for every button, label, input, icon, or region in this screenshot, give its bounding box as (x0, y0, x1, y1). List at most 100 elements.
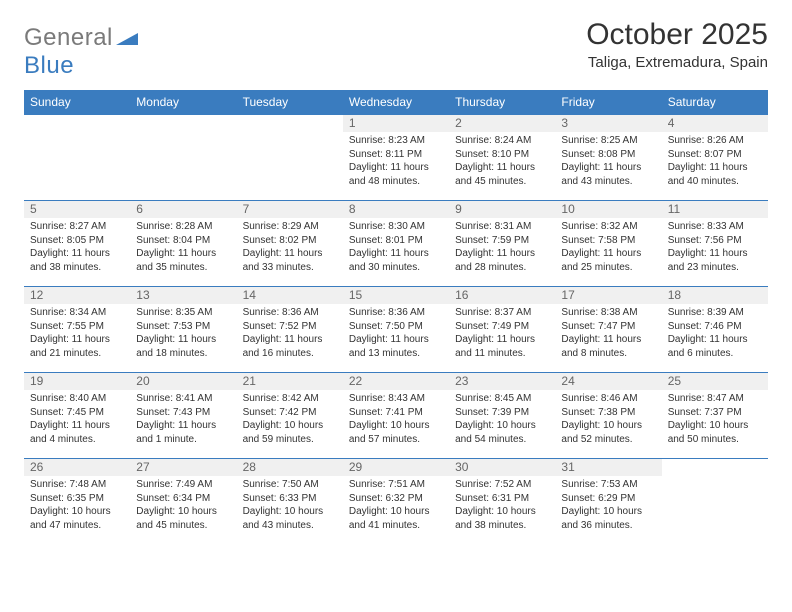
calendar-day-cell: 25Sunrise: 8:47 AMSunset: 7:37 PMDayligh… (662, 373, 768, 459)
calendar-day-cell: 31Sunrise: 7:53 AMSunset: 6:29 PMDayligh… (555, 459, 661, 545)
day-number: 28 (237, 459, 343, 476)
day-number: 6 (130, 201, 236, 218)
calendar-day-cell: 17 Sunrise: 8:38 AMSunset: 7:47 PMDayligh… (555, 287, 661, 373)
calendar-day-cell: 20 Sunrise: 8:41 AMSunset: 7:43 PMDayligh… (130, 373, 236, 459)
calendar-day-cell: 6Sunrise: 8:28 AMSunset: 8:04 PMDaylight… (130, 201, 236, 287)
calendar-day-cell: 2Sunrise: 8:24 AMSunset: 8:10 PMDaylight… (449, 115, 555, 201)
title-block: October 2025 Taliga, Extremadura, Spain (586, 18, 768, 71)
day-details: Sunrise: 7:53 AMSunset: 6:29 PMDaylight:… (561, 478, 655, 532)
day-details: Sunrise: 8:36 AMSunset: 7:50 PMDaylight:… (349, 306, 443, 360)
calendar-day-cell: 5 Sunrise: 8:27 AMSunset: 8:05 PMDaylight… (24, 201, 130, 287)
day-number: 7 (237, 201, 343, 218)
day-number: 4 (662, 115, 768, 132)
day-number: 27 (130, 459, 236, 476)
calendar-day-cell: 10 Sunrise: 8:32 AMSunset: 7:58 PMDayligh… (555, 201, 661, 287)
day-details: Sunrise: 8:43 AMSunset: 7:41 PMDaylight:… (349, 392, 443, 446)
day-number: 12 (24, 287, 130, 304)
day-number: 9 (449, 201, 555, 218)
calendar-week-row: 26 Sunrise: 7:48 AMSunset: 6:35 PMDayligh… (24, 459, 768, 545)
day-details: Sunrise: 7:49 AMSunset: 6:34 PMDaylight:… (136, 478, 230, 532)
calendar-day-cell: 26 Sunrise: 7:48 AMSunset: 6:35 PMDayligh… (24, 459, 130, 545)
day-details: Sunrise: 7:51 AMSunset: 6:32 PMDaylight:… (349, 478, 443, 532)
calendar-day-cell: 28 Sunrise: 7:50 AMSunset: 6:33 PMDayligh… (237, 459, 343, 545)
day-number: 8 (343, 201, 449, 218)
day-details: Sunrise: 8:30 AMSunset: 8:01 PMDaylight:… (349, 220, 443, 274)
calendar-week-row: 12 Sunrise: 8:34 AMSunset: 7:55 PMDayligh… (24, 287, 768, 373)
calendar-day-cell: 27 Sunrise: 7:49 AMSunset: 6:34 PMDayligh… (130, 459, 236, 545)
weekday-header: Monday (130, 90, 236, 115)
day-number: 15 (343, 287, 449, 304)
weekday-header: Tuesday (237, 90, 343, 115)
day-number: 5 (24, 201, 130, 218)
day-details: Sunrise: 8:27 AMSunset: 8:05 PMDaylight:… (30, 220, 124, 274)
header: General Blue October 2025 Taliga, Extrem… (24, 18, 768, 80)
logo-part1: General (24, 24, 113, 51)
day-number: 13 (130, 287, 236, 304)
location: Taliga, Extremadura, Spain (586, 54, 768, 71)
day-details: Sunrise: 8:29 AMSunset: 8:02 PMDaylight:… (243, 220, 337, 274)
month-title: October 2025 (586, 18, 768, 52)
calendar-day-cell: 19 Sunrise: 8:40 AMSunset: 7:45 PMDayligh… (24, 373, 130, 459)
calendar-day-cell: 14 Sunrise: 8:36 AMSunset: 7:52 PMDayligh… (237, 287, 343, 373)
day-details: Sunrise: 8:31 AMSunset: 7:59 PMDaylight:… (455, 220, 549, 274)
day-number: 20 (130, 373, 236, 390)
weekday-header-row: SundayMondayTuesdayWednesdayThursdayFrid… (24, 90, 768, 115)
day-number: 23 (449, 373, 555, 390)
day-number: 30 (449, 459, 555, 476)
day-number: 17 (555, 287, 661, 304)
day-details: Sunrise: 8:26 AMSunset: 8:07 PMDaylight:… (668, 134, 762, 188)
day-number: 18 (662, 287, 768, 304)
day-details: Sunrise: 8:36 AMSunset: 7:52 PMDaylight:… (243, 306, 337, 360)
day-details: Sunrise: 8:23 AMSunset: 8:11 PMDaylight:… (349, 134, 443, 188)
calendar-day-cell: 12 Sunrise: 8:34 AMSunset: 7:55 PMDayligh… (24, 287, 130, 373)
day-details: Sunrise: 8:25 AMSunset: 8:08 PMDaylight:… (561, 134, 655, 188)
calendar-day-cell: 22Sunrise: 8:43 AMSunset: 7:41 PMDayligh… (343, 373, 449, 459)
weekday-header: Friday (555, 90, 661, 115)
day-details: Sunrise: 8:46 AMSunset: 7:38 PMDaylight:… (561, 392, 655, 446)
day-details: Sunrise: 7:50 AMSunset: 6:33 PMDaylight:… (243, 478, 337, 532)
logo: General Blue (24, 18, 138, 80)
day-details: Sunrise: 8:24 AMSunset: 8:10 PMDaylight:… (455, 134, 549, 188)
weekday-header: Saturday (662, 90, 768, 115)
logo-text: General Blue (24, 24, 138, 80)
weekday-header: Sunday (24, 90, 130, 115)
calendar-week-row: 19 Sunrise: 8:40 AMSunset: 7:45 PMDayligh… (24, 373, 768, 459)
day-details: Sunrise: 8:40 AMSunset: 7:45 PMDaylight:… (30, 392, 124, 446)
calendar-day-cell: 3 Sunrise: 8:25 AMSunset: 8:08 PMDaylight… (555, 115, 661, 201)
day-number: 14 (237, 287, 343, 304)
calendar-day-cell (130, 115, 236, 201)
logo-triangle-icon (116, 24, 138, 52)
day-details: Sunrise: 8:45 AMSunset: 7:39 PMDaylight:… (455, 392, 549, 446)
calendar-day-cell: 16Sunrise: 8:37 AMSunset: 7:49 PMDayligh… (449, 287, 555, 373)
day-number: 10 (555, 201, 661, 218)
calendar-day-cell (24, 115, 130, 201)
day-number: 3 (555, 115, 661, 132)
calendar-day-cell (237, 115, 343, 201)
day-number: 26 (24, 459, 130, 476)
day-details: Sunrise: 7:48 AMSunset: 6:35 PMDaylight:… (30, 478, 124, 532)
day-number: 29 (343, 459, 449, 476)
calendar-day-cell: 11Sunrise: 8:33 AMSunset: 7:56 PMDayligh… (662, 201, 768, 287)
day-details: Sunrise: 8:35 AMSunset: 7:53 PMDaylight:… (136, 306, 230, 360)
day-details: Sunrise: 8:34 AMSunset: 7:55 PMDaylight:… (30, 306, 124, 360)
calendar-day-cell: 29 Sunrise: 7:51 AMSunset: 6:32 PMDayligh… (343, 459, 449, 545)
calendar-day-cell (662, 459, 768, 545)
day-number: 25 (662, 373, 768, 390)
calendar-day-cell: 4 Sunrise: 8:26 AMSunset: 8:07 PMDaylight… (662, 115, 768, 201)
day-number: 1 (343, 115, 449, 132)
calendar-day-cell: 15 Sunrise: 8:36 AMSunset: 7:50 PMDayligh… (343, 287, 449, 373)
calendar-day-cell: 1 Sunrise: 8:23 AMSunset: 8:11 PMDaylight… (343, 115, 449, 201)
day-number: 11 (662, 201, 768, 218)
calendar-day-cell: 30Sunrise: 7:52 AMSunset: 6:31 PMDayligh… (449, 459, 555, 545)
day-details: Sunrise: 8:41 AMSunset: 7:43 PMDaylight:… (136, 392, 230, 446)
calendar-day-cell: 8 Sunrise: 8:30 AMSunset: 8:01 PMDaylight… (343, 201, 449, 287)
calendar-day-cell: 13 Sunrise: 8:35 AMSunset: 7:53 PMDayligh… (130, 287, 236, 373)
day-details: Sunrise: 8:38 AMSunset: 7:47 PMDaylight:… (561, 306, 655, 360)
day-number: 16 (449, 287, 555, 304)
calendar-page: General Blue October 2025 Taliga, Extrem… (0, 0, 792, 563)
weekday-header: Thursday (449, 90, 555, 115)
day-details: Sunrise: 8:32 AMSunset: 7:58 PMDaylight:… (561, 220, 655, 274)
calendar-day-cell: 23 Sunrise: 8:45 AMSunset: 7:39 PMDayligh… (449, 373, 555, 459)
calendar-table: SundayMondayTuesdayWednesdayThursdayFrid… (24, 90, 768, 545)
day-number: 19 (24, 373, 130, 390)
